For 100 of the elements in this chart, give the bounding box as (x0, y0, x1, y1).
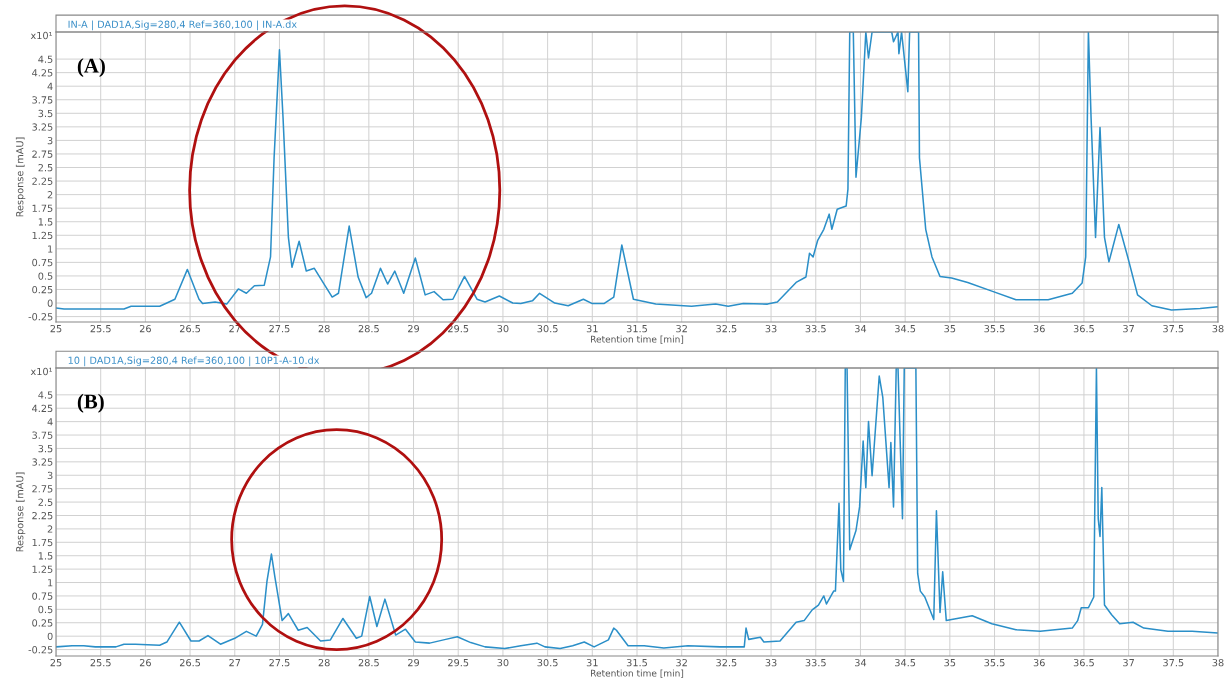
x-tick-label: 33.5 (805, 658, 826, 667)
y-tick-label: 1 (48, 579, 53, 587)
y-tick-label: 2.25 (32, 511, 53, 520)
x-tick-label: 38 (1212, 658, 1224, 667)
y-tick-label: 1 (48, 245, 53, 253)
x-tick-label: 37 (1123, 324, 1134, 333)
y-tick-label: 3 (47, 136, 53, 145)
x-tick-label: 35 (944, 658, 956, 667)
x-tick-label: 35.5 (984, 324, 1005, 333)
y-tick-label: 1.25 (32, 231, 53, 240)
y-tick-label: 4 (47, 418, 53, 426)
chart-title: 10 | DAD1A,Sig=280,4 Ref=360,100 | 10P1-A-10.dx (68, 356, 320, 367)
y-tick-label: 4.25 (32, 69, 53, 77)
y-tick-label: 1.75 (32, 204, 53, 212)
x-tick-label: 29.5 (448, 658, 469, 667)
x-tick-label: 30.5 (537, 658, 558, 667)
x-tick-label: 34.5 (895, 658, 916, 667)
x-tick-label: 34 (855, 658, 867, 667)
y-tick-label: 2.25 (32, 177, 53, 185)
x-tick-label: 28.5 (358, 324, 379, 333)
x-tick-label: 32 (676, 658, 687, 667)
annotation: (A) (77, 58, 105, 78)
y-tick-label: 4.5 (38, 55, 53, 63)
y-tick-label: 3.5 (38, 109, 53, 118)
x-tick-label: 38 (1212, 324, 1224, 333)
x-tick-label: 31 (586, 658, 598, 667)
y-tick-label: 2.5 (38, 163, 53, 172)
x-tick-label: 28 (318, 658, 330, 667)
x-tick-label: 31 (586, 324, 598, 333)
y-axis-title: Response [mAU] (15, 472, 26, 552)
x-tick-label: 27.5 (269, 324, 290, 333)
y-tick-label: 4.25 (32, 404, 53, 413)
y-tick-label: 0.5 (38, 272, 53, 280)
x-tick-label: 25 (50, 658, 62, 667)
x-tick-label: 25 (50, 324, 62, 333)
x-tick-label: 31.5 (626, 658, 647, 667)
y-tick-label: 3.5 (38, 444, 53, 453)
y-tick-label: 3 (47, 471, 53, 480)
x-tick-label: 36.5 (1073, 658, 1094, 667)
y-tick-label: -0.25 (28, 313, 53, 321)
y-tick-label: 3.75 (32, 96, 53, 104)
y-tick-label: 2 (47, 191, 53, 199)
y-tick-label: 0 (47, 632, 53, 640)
x-tick-label: 26 (139, 658, 151, 667)
y-tick-label: 0.75 (32, 592, 53, 600)
x-tick-label: 28 (318, 324, 330, 333)
x-tick-label: 34.5 (895, 324, 916, 333)
x-tick-label: 34 (855, 324, 867, 333)
y-tick-label: 0.25 (32, 285, 53, 294)
y-tick-label: 2.75 (32, 150, 53, 158)
x-tick-label: 35 (944, 324, 956, 333)
x-tick-label: 32.5 (716, 658, 737, 667)
y-tick-label: 2.5 (38, 498, 53, 506)
y-tick-label: 0.25 (32, 619, 53, 627)
annotation: (B) (77, 393, 104, 413)
x-tick-label: 28.5 (358, 658, 379, 667)
x-tick-label: 30 (497, 658, 509, 667)
x-tick-label: 25.5 (90, 658, 111, 667)
x-tick-label: 25.5 (90, 324, 111, 333)
x-tick-label: 29 (408, 324, 420, 333)
x-tick-label: 26.5 (179, 324, 201, 333)
y-tick-label: 0 (47, 299, 53, 307)
x-tick-label: 26 (139, 324, 151, 333)
y-tick-label: 0.75 (32, 258, 53, 267)
x-tick-label: 32 (676, 324, 687, 333)
x-tick-label: 36 (1033, 324, 1045, 333)
y-tick-label: 1.25 (32, 565, 53, 573)
x-tick-label: 30 (497, 324, 509, 333)
x-tick-label: 30.5 (537, 324, 558, 333)
y-tick-label: 1.5 (38, 552, 53, 560)
x-tick-label: 33 (765, 324, 777, 333)
y-tick-label: 1.5 (38, 218, 53, 226)
y-tick-label: 0.5 (38, 605, 53, 614)
x-tick-label: 29.5 (448, 324, 469, 333)
chart-title: IN-A | DAD1A,Sig=280,4 Ref=360,100 | IN-A.dx (68, 20, 297, 31)
x-tick-label: 36.5 (1073, 324, 1094, 333)
y-tick-label: 3.75 (32, 431, 53, 439)
x-axis-title: Retention time [min] (591, 335, 684, 344)
y-axis-title: Response [mAU] (15, 137, 26, 217)
text: x10¹ (30, 367, 52, 376)
x-tick-label: 31.5 (626, 324, 647, 333)
y-tick-label: 4 (47, 82, 53, 90)
x-tick-label: 32.5 (716, 324, 737, 333)
x-tick-label: 26.5 (179, 658, 201, 667)
y-tick-label: 3.25 (32, 458, 53, 466)
x-tick-label: 37.5 (1163, 658, 1184, 667)
x-tick-label: 27 (229, 658, 241, 667)
x-tick-label: 33 (765, 658, 777, 667)
x-axis-title: Retention time [min] (591, 669, 684, 678)
x-tick-label: 36 (1033, 658, 1045, 667)
x-tick-label: 37.5 (1163, 324, 1184, 333)
x-tick-label: 37 (1123, 658, 1134, 667)
y-tick-label: 2 (47, 525, 53, 533)
y-tick-label: 3.25 (32, 123, 53, 131)
x-tick-label: 29 (408, 658, 420, 667)
y-tick-label: -0.25 (28, 646, 53, 654)
y-tick-label: 4.5 (38, 391, 53, 399)
text: x10¹ (30, 31, 52, 40)
y-tick-label: 1.75 (32, 538, 53, 547)
x-tick-label: 33.5 (805, 324, 826, 333)
